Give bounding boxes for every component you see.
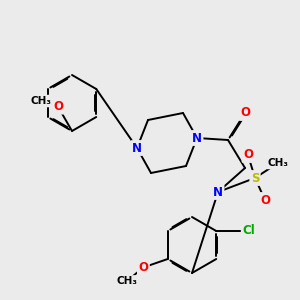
Text: O: O (53, 100, 63, 113)
Text: N: N (192, 131, 202, 145)
Text: N: N (132, 142, 142, 154)
Text: CH₃: CH₃ (116, 276, 137, 286)
Text: O: O (260, 194, 270, 206)
Text: S: S (251, 172, 259, 184)
Text: Cl: Cl (242, 224, 255, 238)
Text: O: O (243, 148, 253, 161)
Text: O: O (240, 106, 250, 119)
Text: CH₃: CH₃ (31, 96, 52, 106)
Text: N: N (213, 185, 223, 199)
Text: CH₃: CH₃ (268, 158, 289, 168)
Text: O: O (138, 261, 148, 274)
